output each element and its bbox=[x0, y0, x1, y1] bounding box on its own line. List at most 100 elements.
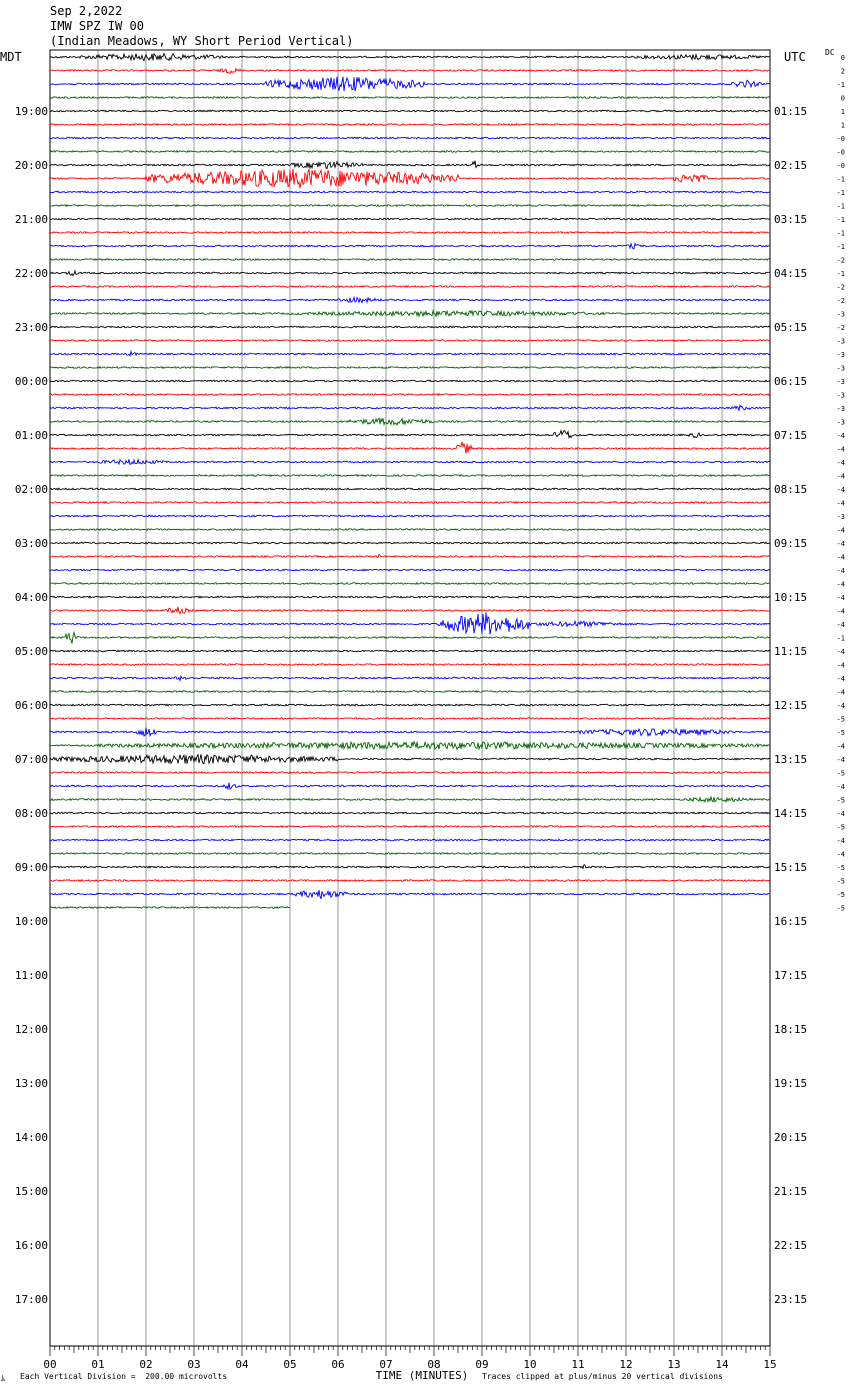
seismic-trace bbox=[49, 67, 771, 74]
local-hour-label: 05:00 bbox=[15, 645, 48, 658]
time-axis-label: 11 bbox=[571, 1358, 584, 1371]
dc-offset-value: -3 bbox=[837, 392, 845, 400]
dc-offset-value: -1 bbox=[837, 203, 845, 211]
utc-hour-label: 14:15 bbox=[774, 807, 807, 820]
dc-offset-value: -1 bbox=[837, 230, 845, 238]
dc-offset-value: -1 bbox=[837, 176, 845, 184]
seismic-trace bbox=[49, 595, 771, 599]
dc-offset-value: -4 bbox=[837, 743, 845, 751]
seismic-trace bbox=[49, 716, 771, 721]
seismic-trace bbox=[49, 675, 771, 682]
dc-offset-value: -0 bbox=[837, 162, 845, 170]
time-axis-label: 06 bbox=[331, 1358, 344, 1371]
dc-offset-value: -4 bbox=[837, 783, 845, 791]
seismic-trace bbox=[49, 230, 771, 235]
utc-hour-label: 02:15 bbox=[774, 159, 807, 172]
dc-offset-value: -2 bbox=[837, 257, 845, 265]
utc-hour-label: 11:15 bbox=[774, 645, 807, 658]
seismic-trace bbox=[49, 284, 771, 289]
dc-offset-value: -3 bbox=[837, 365, 845, 373]
dc-offset-value: -4 bbox=[837, 621, 845, 629]
location-label: (Indian Meadows, WY Short Period Vertica… bbox=[50, 34, 354, 48]
scale-note: Each Vertical Division = 200.00 microvol… bbox=[20, 1372, 228, 1381]
seismic-trace bbox=[49, 404, 771, 412]
dc-offset-value: -2 bbox=[837, 284, 845, 292]
time-axis-title: TIME (MINUTES) bbox=[376, 1369, 469, 1382]
local-hour-label: 20:00 bbox=[15, 159, 48, 172]
time-axis-label: 01 bbox=[91, 1358, 104, 1371]
dc-offset-value: -1 bbox=[837, 635, 845, 643]
clip-note: Traces clipped at plus/minus 20 vertical… bbox=[482, 1372, 723, 1381]
local-hour-label: 00:00 bbox=[15, 375, 48, 388]
dc-offset-value: -4 bbox=[837, 810, 845, 818]
seismic-trace bbox=[49, 770, 770, 775]
local-hour-label: 07:00 bbox=[15, 753, 48, 766]
time-axis-label: 14 bbox=[715, 1358, 729, 1371]
local-hour-label: 13:00 bbox=[15, 1077, 48, 1090]
dc-offset-value: -1 bbox=[837, 81, 845, 89]
time-axis-label: 02 bbox=[139, 1358, 152, 1371]
seismic-trace bbox=[49, 257, 771, 262]
seismic-trace bbox=[49, 241, 771, 250]
utc-hour-label: 22:15 bbox=[774, 1239, 807, 1252]
dc-offset-value: -5 bbox=[837, 824, 845, 832]
dc-offset-value: -5 bbox=[837, 729, 845, 737]
dc-offset-value: -5 bbox=[837, 716, 845, 724]
seismic-trace bbox=[50, 500, 771, 505]
dc-offset-value: -4 bbox=[837, 648, 845, 656]
utc-hour-label: 08:15 bbox=[774, 483, 807, 496]
local-hour-label: 10:00 bbox=[15, 915, 48, 928]
seismic-trace bbox=[49, 457, 771, 466]
utc-hour-label: 20:15 bbox=[774, 1131, 807, 1144]
dc-offset-value: -4 bbox=[837, 459, 845, 467]
seismic-trace bbox=[49, 649, 771, 653]
dc-offset-value: -4 bbox=[837, 527, 845, 535]
seismic-trace bbox=[49, 109, 771, 113]
seismic-trace bbox=[49, 889, 770, 899]
dc-offset-value: -0 bbox=[837, 149, 845, 157]
seismic-trace bbox=[49, 541, 771, 545]
dc-offset-value: -3 bbox=[837, 513, 845, 521]
seismic-trace bbox=[49, 473, 771, 478]
dc-offset-value: 0 bbox=[841, 54, 845, 62]
time-axis-label: 05 bbox=[283, 1358, 296, 1371]
dc-offset-value: -4 bbox=[837, 486, 845, 494]
local-hour-label: 14:00 bbox=[15, 1131, 48, 1144]
dc-offset-value: -5 bbox=[837, 905, 845, 913]
dc-offset-value: 1 bbox=[841, 122, 845, 130]
seismic-trace bbox=[49, 553, 771, 559]
seismic-trace bbox=[49, 487, 770, 491]
local-hour-label: 08:00 bbox=[15, 807, 48, 820]
dc-offset-value: -2 bbox=[837, 297, 845, 305]
utc-hour-label: 23:15 bbox=[774, 1293, 807, 1306]
seismic-trace bbox=[49, 795, 771, 803]
station-label: IMW SPZ IW 00 bbox=[50, 19, 144, 33]
dc-offset-value: -4 bbox=[837, 837, 845, 845]
utc-hour-label: 13:15 bbox=[774, 753, 807, 766]
seismic-trace bbox=[49, 349, 771, 357]
dc-offset-value: -4 bbox=[837, 473, 845, 481]
utc-hour-label: 19:15 bbox=[774, 1077, 807, 1090]
local-hour-label: 11:00 bbox=[15, 969, 48, 982]
dc-offset-value: -4 bbox=[837, 500, 845, 508]
utc-hour-label: 18:15 bbox=[774, 1023, 807, 1036]
seismic-trace bbox=[49, 379, 771, 383]
utc-hour-label: 10:15 bbox=[774, 591, 807, 604]
dc-offset-value: -4 bbox=[837, 567, 845, 575]
seismic-trace bbox=[49, 630, 771, 644]
local-hour-label: 03:00 bbox=[15, 537, 48, 550]
time-axis-label: 00 bbox=[43, 1358, 56, 1371]
dc-offset-value: -0 bbox=[837, 135, 845, 143]
seismic-trace bbox=[49, 168, 771, 189]
right-timezone-label: UTC bbox=[784, 50, 806, 64]
utc-hour-label: 21:15 bbox=[774, 1185, 807, 1198]
local-hour-label: 02:00 bbox=[15, 483, 48, 496]
seismic-trace bbox=[49, 95, 771, 100]
dc-offset-value: -1 bbox=[837, 243, 845, 251]
seismic-trace bbox=[49, 52, 771, 62]
dc-offset-value: 2 bbox=[841, 68, 845, 76]
seismic-trace bbox=[49, 864, 771, 870]
dc-offset-value: -1 bbox=[837, 270, 845, 278]
seismic-trace bbox=[49, 122, 771, 127]
